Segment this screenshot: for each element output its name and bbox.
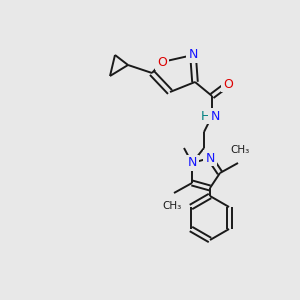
- Text: N: N: [188, 49, 198, 62]
- Text: N: N: [210, 110, 220, 122]
- Text: N: N: [187, 157, 197, 169]
- Text: CH₃: CH₃: [162, 201, 182, 211]
- Text: H: H: [200, 110, 210, 122]
- Text: N: N: [205, 152, 215, 164]
- Text: O: O: [223, 77, 233, 91]
- Text: CH₃: CH₃: [230, 145, 250, 155]
- Text: O: O: [157, 56, 167, 68]
